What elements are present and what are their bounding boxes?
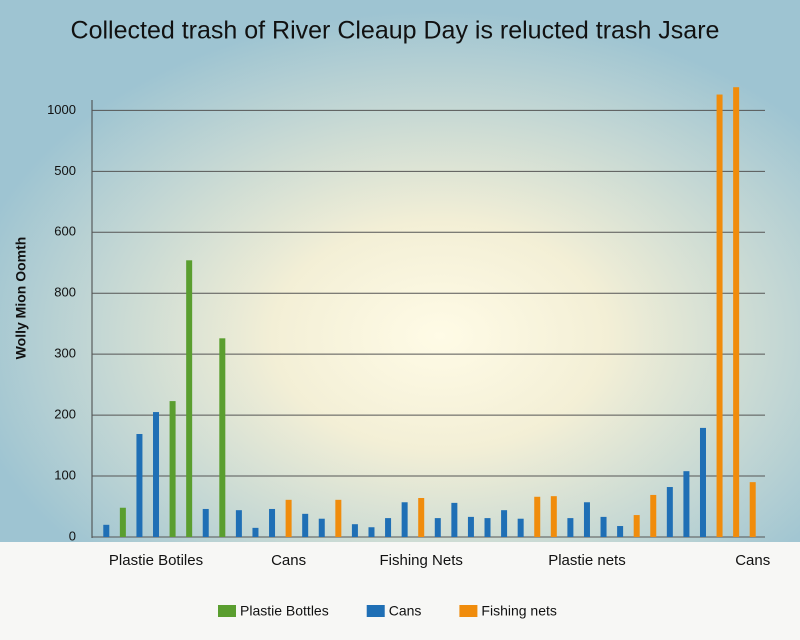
- bar: [733, 87, 740, 537]
- footer-background: [0, 542, 800, 640]
- bar: [583, 502, 590, 537]
- bar: [202, 508, 209, 537]
- bar: [633, 515, 640, 537]
- y-tick-label: 600: [54, 224, 76, 239]
- bar: [368, 527, 375, 537]
- bar: [484, 518, 491, 537]
- bar: [699, 427, 706, 537]
- bar: [335, 499, 342, 537]
- bar: [235, 510, 242, 537]
- x-tick-label: Plastie Botiles: [109, 552, 203, 569]
- y-tick-label: 1000: [47, 102, 76, 117]
- y-axis-label: Wolly Mion Oomth: [13, 237, 29, 360]
- bar: [285, 499, 292, 537]
- legend-swatch: [366, 605, 385, 617]
- bar: [318, 518, 325, 537]
- bar: [534, 496, 541, 537]
- y-tick-label: 0: [69, 528, 76, 543]
- x-tick-label: Cans: [735, 552, 770, 569]
- y-tick-label: 200: [54, 407, 76, 422]
- y-tick-label: 500: [54, 163, 76, 178]
- bar: [666, 487, 673, 537]
- bar: [119, 507, 126, 537]
- bar: [716, 94, 723, 537]
- bar: [451, 502, 458, 537]
- y-tick-label: 100: [54, 467, 76, 482]
- bar: [617, 526, 624, 537]
- legend-swatch: [218, 605, 236, 617]
- bar: [550, 496, 557, 537]
- bar: [749, 482, 756, 537]
- y-tick-label: 300: [54, 346, 76, 361]
- bar: [219, 338, 226, 537]
- x-tick-label: Plastie nets: [548, 552, 626, 569]
- bar: [385, 518, 392, 537]
- legend-label: Cans: [389, 603, 422, 619]
- bar: [467, 516, 474, 537]
- bar: [136, 434, 143, 537]
- bar: [186, 260, 193, 537]
- y-tick-label: 800: [54, 285, 76, 300]
- bar: [683, 471, 690, 537]
- bar: [600, 516, 607, 537]
- bar: [517, 518, 524, 537]
- bar: [418, 497, 425, 537]
- bar: [252, 527, 259, 537]
- bar: [434, 518, 441, 537]
- x-tick-label: Cans: [271, 552, 306, 569]
- background: [0, 0, 800, 542]
- bar: [567, 518, 574, 537]
- bar: [103, 524, 110, 537]
- bar: [501, 510, 508, 537]
- bar: [401, 502, 408, 537]
- bar: [153, 412, 160, 537]
- bar: [302, 513, 309, 537]
- bar: [169, 401, 176, 537]
- bar: [351, 524, 358, 537]
- x-tick-label: Fishing Nets: [380, 552, 463, 569]
- legend-label: Fishing nets: [481, 603, 556, 619]
- bar: [269, 508, 276, 537]
- bar: [650, 494, 657, 537]
- chart-title: Collected trash of River Cleaup Day is r…: [71, 17, 720, 45]
- legend-label: Plastie Bottles: [240, 603, 329, 619]
- legend-swatch: [459, 605, 478, 617]
